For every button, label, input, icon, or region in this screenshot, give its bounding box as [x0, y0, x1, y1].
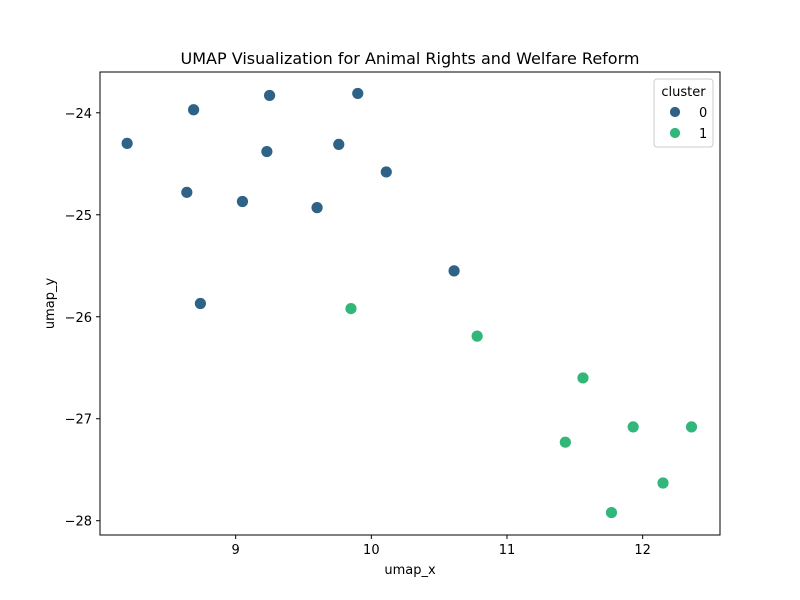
scatter-point-cluster-1: [605, 506, 618, 519]
scatter-point-cluster-0: [236, 195, 249, 208]
scatter-point-cluster-0: [263, 89, 276, 102]
scatter-point-cluster-0: [180, 185, 194, 199]
scatter-point-cluster-0: [260, 145, 274, 158]
legend-title: cluster: [661, 85, 706, 100]
plot-area: [120, 87, 698, 519]
legend: cluster 0 1: [653, 78, 714, 148]
x-axis-label: umap_x: [384, 563, 436, 578]
x-tick-label: 9: [232, 543, 240, 558]
scatter-point-cluster-1: [558, 435, 572, 449]
scatter-point-cluster-0: [447, 264, 461, 278]
scatter-point-cluster-1: [685, 420, 698, 434]
plot-frame: [99, 71, 721, 536]
legend-marker-1: [669, 127, 681, 139]
scatter-point-cluster-1: [576, 371, 590, 385]
y-tick-label: −27: [65, 413, 92, 428]
x-tick-label: 11: [499, 543, 516, 558]
scatter-point-cluster-0: [351, 87, 365, 100]
x-tick-label: 12: [634, 543, 651, 558]
y-tick-label: −25: [65, 209, 92, 224]
chart-title: UMAP Visualization for Animal Rights and…: [181, 49, 640, 68]
legend-label-1: 1: [699, 127, 707, 142]
scatter-point-cluster-1: [656, 476, 670, 490]
scatter-point-cluster-0: [379, 165, 393, 179]
y-axis-ticks: −24 −25 −26 −27 −28: [65, 107, 100, 530]
x-axis-ticks: 9 10 11 12: [232, 535, 651, 558]
scatter-point-cluster-1: [344, 302, 358, 315]
y-tick-label: −26: [65, 311, 92, 326]
scatter-point-cluster-1: [470, 329, 484, 343]
scatter-point-cluster-0: [187, 103, 201, 117]
legend-marker-0: [669, 106, 681, 118]
scatter-point-cluster-0: [193, 297, 207, 310]
scatter-point-cluster-0: [120, 136, 134, 150]
y-tick-label: −24: [65, 107, 92, 122]
y-tick-label: −28: [65, 515, 92, 530]
y-axis-label: umap_y: [43, 278, 58, 330]
scatter-point-cluster-0: [332, 138, 346, 151]
x-tick-label: 10: [363, 543, 380, 558]
scatter-point-cluster-1: [626, 420, 640, 434]
scatter-point-cluster-0: [310, 201, 324, 215]
legend-label-0: 0: [699, 106, 707, 121]
legend-box: [653, 78, 714, 148]
